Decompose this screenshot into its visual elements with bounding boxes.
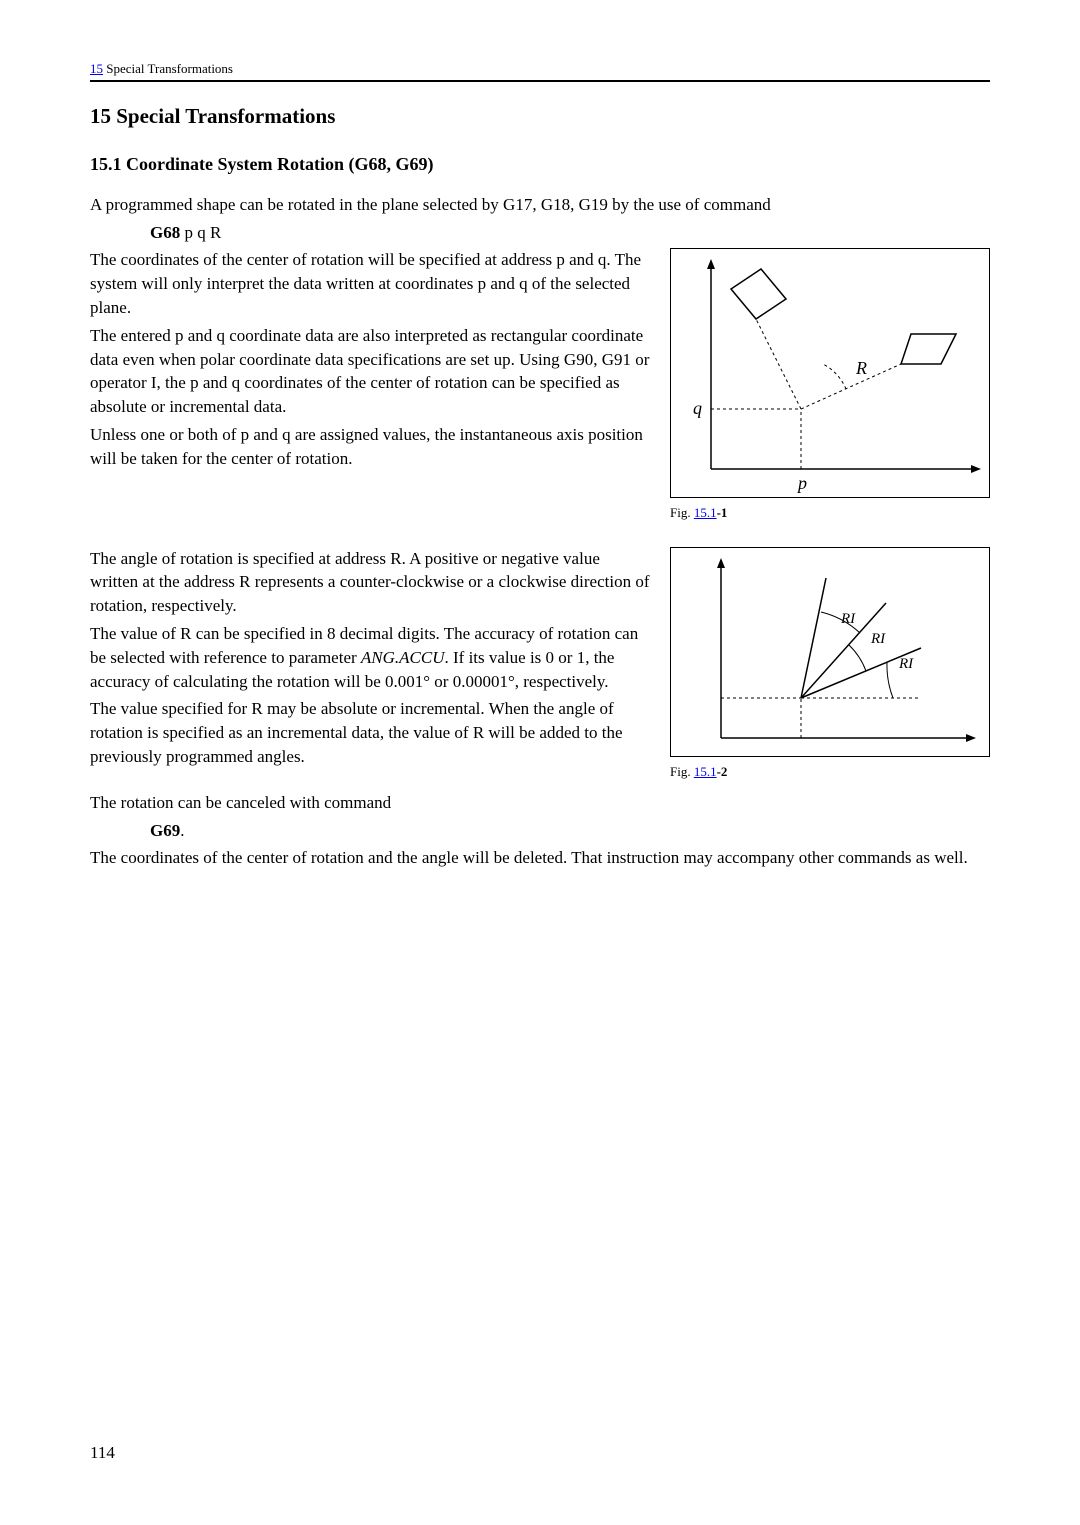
command-g69: G69.	[90, 819, 990, 843]
fig2-cap-suffix: -2	[717, 764, 728, 779]
para-8: The coordinates of the center of rotatio…	[90, 846, 990, 870]
fig1-label-R: R	[855, 358, 867, 378]
header-chapter-link[interactable]: 15	[90, 61, 103, 76]
content-row-2: The angle of rotation is specified at ad…	[90, 547, 990, 781]
para-3: The entered p and q coordinate data are …	[90, 324, 650, 419]
para-5b: The value of R can be specified in 8 dec…	[90, 622, 650, 693]
para-intro: A programmed shape can be rotated in the…	[90, 193, 990, 217]
para-7: The rotation can be canceled with comman…	[90, 791, 990, 815]
cmd1-bold: G68	[150, 223, 180, 242]
figure-2-caption: Fig. 15.1-2	[670, 763, 990, 781]
para-2: The coordinates of the center of rotatio…	[90, 248, 650, 319]
command-g68: G68 p q R	[90, 221, 990, 245]
heading-1: 15 Special Transformations	[90, 102, 990, 131]
header-chapter-name: Special Transformations	[103, 61, 233, 76]
fig1-cap-suffix: -1	[717, 505, 728, 520]
cmd2-suffix: .	[180, 821, 184, 840]
text-column-2: The angle of rotation is specified at ad…	[90, 547, 650, 773]
figure-1-box: R q p	[670, 248, 990, 498]
figure-1-svg: R q p	[671, 249, 991, 499]
figure-1-caption: Fig. 15.1-1	[670, 504, 990, 522]
p5b-param: ANG.ACCU	[361, 648, 445, 667]
figure-2-svg: RI RI RI	[671, 548, 991, 758]
fig2-label-RI1: RI	[840, 611, 856, 627]
fig1-cap-prefix: Fig.	[670, 505, 694, 520]
para-4: Unless one or both of p and q are assign…	[90, 423, 650, 471]
content-row-1: The coordinates of the center of rotatio…	[90, 248, 990, 522]
page-number: 114	[90, 1441, 115, 1465]
text-column-1: The coordinates of the center of rotatio…	[90, 248, 650, 474]
fig1-label-p: p	[796, 473, 807, 493]
para-5a: The angle of rotation is specified at ad…	[90, 547, 650, 618]
fig2-label-RI3: RI	[898, 656, 914, 672]
cmd2-bold: G69	[150, 821, 180, 840]
fig1-label-q: q	[693, 398, 702, 418]
fig2-label-RI2: RI	[870, 631, 886, 647]
figure-2-box: RI RI RI	[670, 547, 990, 757]
figure-column-2: RI RI RI Fig. 15.1-2	[670, 547, 990, 781]
cmd1-args: p q R	[180, 223, 221, 242]
fig2-cap-link[interactable]: 15.1	[694, 764, 717, 779]
fig1-cap-link[interactable]: 15.1	[694, 505, 717, 520]
figure-column-1: R q p Fig. 15.1-1	[670, 248, 990, 522]
page-header: 15 Special Transformations	[90, 60, 990, 82]
fig2-cap-prefix: Fig.	[670, 764, 694, 779]
heading-2: 15.1 Coordinate System Rotation (G68, G6…	[90, 152, 990, 177]
para-6: The value specified for R may be absolut…	[90, 697, 650, 768]
